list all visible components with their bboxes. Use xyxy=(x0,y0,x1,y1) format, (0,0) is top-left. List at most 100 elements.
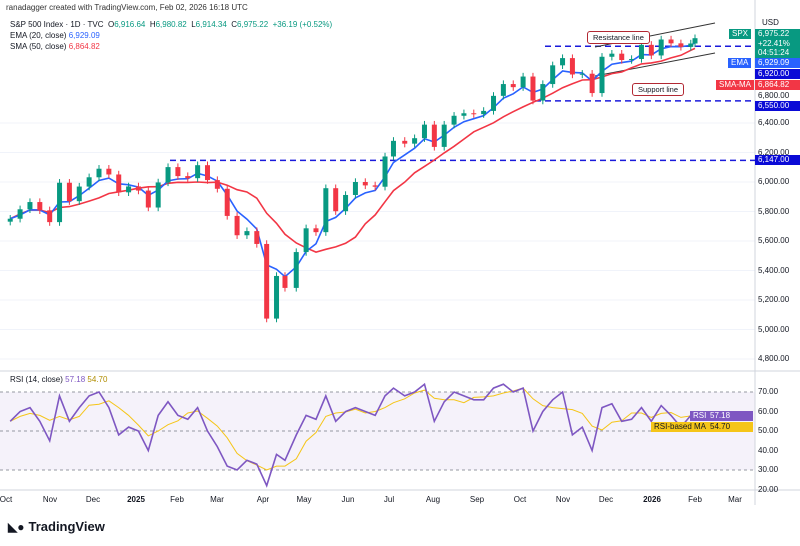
time-axis-label: Dec xyxy=(85,495,101,504)
candle xyxy=(86,177,92,187)
candle xyxy=(195,165,201,179)
time-axis-label: Oct xyxy=(0,495,13,504)
price-axis-label: 6,400.00 xyxy=(758,118,790,127)
candle xyxy=(145,190,151,208)
support-line-label[interactable]: Support line xyxy=(632,83,685,96)
chart-legend: S&P 500 Index · 1D · TVC O6,916.64 H6,98… xyxy=(10,19,332,52)
candle xyxy=(372,185,378,187)
time-axis-label: Mar xyxy=(210,495,224,504)
time-axis-label: Nov xyxy=(555,495,571,504)
channel-lower-line xyxy=(594,52,716,77)
candle xyxy=(560,58,566,66)
candle xyxy=(244,231,250,236)
candle xyxy=(461,113,467,116)
candle xyxy=(293,252,299,288)
rsi-tag: 57.18 xyxy=(707,411,753,421)
sma-tag-label: SMA-MA xyxy=(716,80,754,90)
candle xyxy=(116,174,122,193)
candle xyxy=(254,231,260,244)
ohlc-row: S&P 500 Index · 1D · TVC O6,916.64 H6,98… xyxy=(10,20,333,29)
candle xyxy=(481,110,487,115)
price-axis-label: 6,200.00 xyxy=(758,147,790,157)
candle xyxy=(579,73,585,75)
candle xyxy=(204,165,210,181)
support-tag: 6,550.00 xyxy=(755,101,800,111)
candle xyxy=(692,38,698,44)
candle xyxy=(619,53,625,61)
symbol-name[interactable]: S&P 500 Index · 1D · TVC xyxy=(10,20,104,29)
rsi-tag-label: RSI xyxy=(690,411,710,421)
candle xyxy=(185,176,191,179)
candle xyxy=(274,275,280,319)
candle xyxy=(17,209,23,219)
price-axis-label: 5,600.00 xyxy=(758,236,790,245)
candle xyxy=(390,140,396,157)
resistance-line-label[interactable]: Resistance line xyxy=(587,31,650,44)
price-tag: 6,975.22 +22.41% 04:51:24 xyxy=(755,29,800,58)
rsi-axis-label: 30.00 xyxy=(758,465,779,474)
candle xyxy=(530,76,536,101)
candle xyxy=(569,58,575,75)
candle xyxy=(333,188,339,212)
time-axis-label: Mar xyxy=(728,495,742,504)
low-value: 6,914.34 xyxy=(195,20,227,29)
candle xyxy=(510,84,516,88)
time-axis-label: Oct xyxy=(513,495,527,504)
rsi-axis-label: 20.00 xyxy=(758,484,779,494)
candle xyxy=(362,182,368,186)
candle xyxy=(629,58,635,61)
close-value: 6,975.22 xyxy=(237,20,269,29)
rsi-pane xyxy=(0,372,755,490)
candle xyxy=(550,65,556,85)
candle xyxy=(382,156,388,187)
candle xyxy=(638,44,644,59)
ema-tag-label: EMA xyxy=(728,58,752,68)
candle xyxy=(106,168,112,175)
candle xyxy=(451,115,457,125)
candle xyxy=(412,138,418,144)
candle xyxy=(155,182,161,208)
candle xyxy=(57,182,63,223)
time-axis-label: Nov xyxy=(42,495,58,504)
time-axis-label: Sep xyxy=(469,495,485,504)
rsi-band xyxy=(0,392,755,470)
tradingview-logo[interactable]: ◣● TradingView xyxy=(8,519,105,534)
rsi-axis-label: 60.00 xyxy=(758,406,779,416)
candle xyxy=(491,95,497,111)
candle xyxy=(126,186,132,193)
price-axis-label: 5,400.00 xyxy=(758,265,790,275)
candle xyxy=(431,124,437,147)
currency-label: USD xyxy=(762,18,779,27)
ema-legend[interactable]: EMA (20, close) 6,929.09 xyxy=(10,31,100,40)
candle xyxy=(343,194,349,212)
rsi-axis-label: 40.00 xyxy=(758,445,779,455)
candle xyxy=(500,84,506,96)
time-axis-label: Aug xyxy=(425,495,441,504)
rsi-axis-label: 50.00 xyxy=(758,426,779,435)
rsi-ma-tag: 54.70 xyxy=(707,422,753,432)
sma-line xyxy=(9,47,696,253)
candle xyxy=(352,182,358,195)
candle xyxy=(303,228,309,253)
rsi-ma-tag-label: RSI-based MA xyxy=(651,422,710,432)
sma-tag: 6,864.82 xyxy=(755,80,800,90)
candle xyxy=(688,43,694,47)
candle xyxy=(234,215,240,236)
candle xyxy=(76,186,82,202)
candle xyxy=(323,188,329,233)
candle xyxy=(599,56,605,94)
resistance-tag: 6,920.00 xyxy=(755,69,800,79)
candle xyxy=(175,167,181,177)
candle xyxy=(648,44,654,56)
candle xyxy=(165,167,171,183)
price-axis-label: 5,000.00 xyxy=(758,324,790,334)
sma-legend[interactable]: SMA (50, close) 6,864.82 xyxy=(10,42,100,51)
open-value: 6,916.64 xyxy=(114,20,146,29)
rsi-legend[interactable]: RSI (14, close) 57.18 54.70 xyxy=(8,375,110,384)
candle xyxy=(609,53,615,57)
candle xyxy=(421,124,427,139)
candle xyxy=(520,76,526,88)
rsi-axis-label: 70.00 xyxy=(758,387,779,396)
change-value: +36.19 (+0.52%) xyxy=(272,20,333,29)
